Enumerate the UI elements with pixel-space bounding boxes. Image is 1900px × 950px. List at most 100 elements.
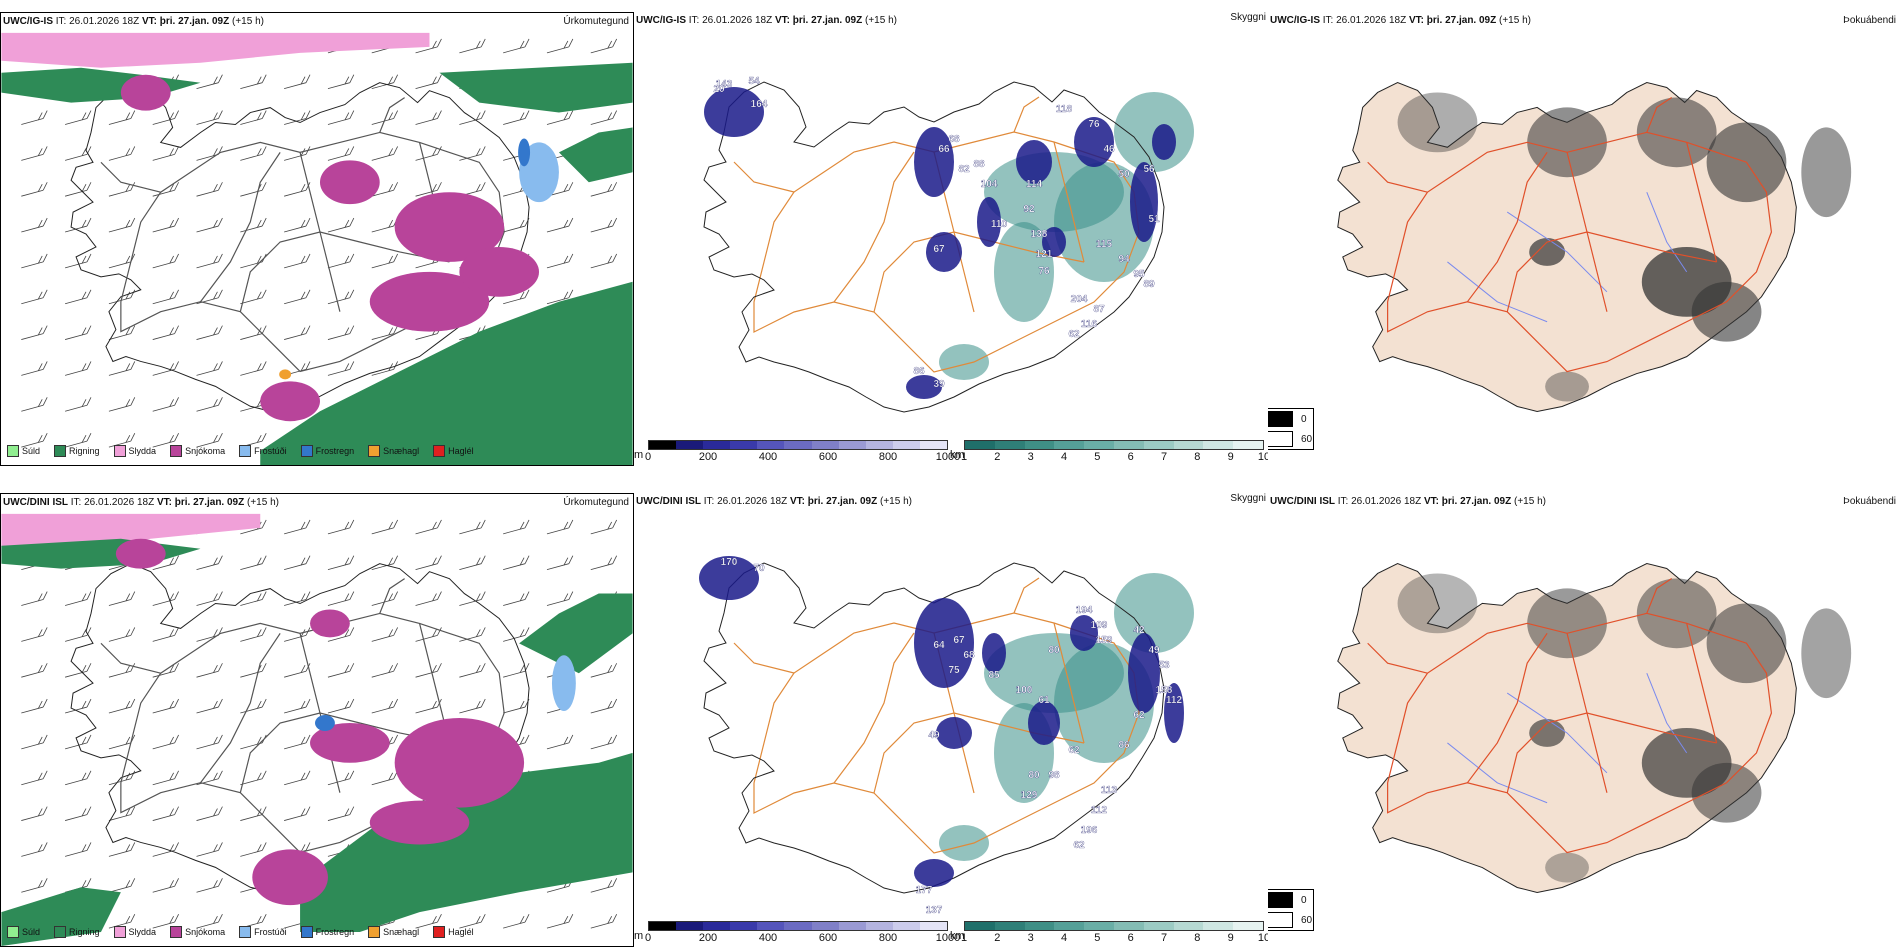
vt-value: þri. 27.jan. 09Z [1426,15,1497,26]
rain-area [439,62,633,113]
fog-indicator-map [1337,81,1852,412]
colorbar-step [784,441,812,449]
panel-title: UWC/DINI ISL IT: 26.01.2026 18Z VT: þri.… [1270,496,1546,507]
road-line [733,161,795,193]
fog-legend-swatch [1268,912,1293,928]
cloud-base-label: 159 [1096,635,1113,646]
wind-barb [196,734,223,750]
wind-barb [108,146,136,161]
road-line [733,642,795,674]
cloud-base-label: 50 [1118,169,1130,180]
vt-value: þri. 27.jan. 09Z [1441,496,1512,507]
panel-title: UWC/DINI ISL IT: 26.01.2026 18Z VT: þri.… [636,496,912,507]
wind-barb [21,397,48,412]
wind-barb [21,806,48,821]
colorbar-step [784,922,812,930]
legend-swatch [7,445,19,457]
colorbar-tick: 8 [1194,451,1201,463]
wind-barb [196,74,223,90]
cloud-base-label: 194 [1076,605,1093,616]
wind-barb [327,253,355,269]
legend-label: Haglél [448,446,474,456]
snow-area [459,246,540,297]
colorbar-tick: 2 [994,451,1001,463]
road-line [1013,577,1040,614]
road-line [1466,632,1548,784]
wind-barb [21,253,48,269]
snow-area [115,538,166,569]
cloud-base-colorbar: m 0 200 400 600 800 1000 [634,921,960,945]
fog-probability-area [1527,588,1607,659]
low-cloud-area [914,859,954,887]
wind-barb [371,519,398,535]
wind-barb [590,878,618,893]
wind-barb [546,217,574,233]
low-cloud-area [704,87,764,137]
wind-barb [327,325,355,340]
precip-legend: Súld Rigning Slydda Snjókoma Frostúði Frostre… [7,926,484,938]
cloud-base-label: 66 [938,144,950,155]
wind-barb [415,913,442,929]
colorbar-tick: 10 [1257,932,1268,944]
fog-legend-swatch [1268,892,1293,908]
wind-barb [284,770,311,786]
wind-barb [590,555,618,571]
vt-label: VT: [772,15,793,26]
wind-barb [152,770,179,786]
colorbar-tick: 600 [818,451,838,463]
wind-barb [240,253,267,269]
snow-area [120,74,171,111]
colorbar-step [1143,922,1174,930]
wind-barb [371,253,398,269]
colorbar-unit: m [634,930,644,942]
wind-barb [459,591,486,606]
cloud-base-label: 76 [1088,119,1100,130]
wind-barb [371,74,398,90]
wind-barb [108,110,136,125]
wind-barb [459,627,486,642]
wind-barb [327,217,355,233]
wind-barb [327,698,355,714]
wind-barb [459,110,486,125]
low-cloud-area [1128,633,1160,713]
colorbar-tick: 3 [1027,451,1034,463]
colorbar-tick: 7 [1160,451,1168,463]
wind-barb [108,842,136,857]
cloud-base-label: 112 [1166,695,1183,706]
wind-barb [284,253,311,269]
visibility-area [1114,92,1194,172]
legend-swatch [239,445,252,457]
snow-pellet-area [279,369,292,380]
fog-legend-item: 0 [1268,409,1313,429]
wind-barb [240,182,267,197]
road-line [1646,577,1673,614]
legend-label: Snjókoma [185,927,226,937]
legend-swatch [368,926,381,938]
legend-label: Frostúði [254,927,287,937]
road-line [833,632,915,784]
wind-barb [240,806,267,821]
model-name: UWC/DINI ISL [3,497,68,508]
wind-barb [108,591,136,606]
cloud-base-label: 82 [958,164,970,175]
model-name: UWC/IG-IS [3,16,53,27]
wind-barb [371,110,398,125]
wind-barb [415,627,442,642]
wind-barb [546,591,574,606]
cloud-base-label: 67 [933,244,945,255]
lead-time: (+15 h) [877,496,912,507]
wind-barb [415,38,442,54]
lead-time: (+15 h) [229,16,264,27]
cloud-base-label: 42 [1133,625,1145,636]
colorbar-tick: 9 [1227,451,1234,463]
colorbar-step [811,441,839,449]
it-value: 26.01.2026 18Z [1336,15,1407,26]
wind-barb [196,591,223,606]
wind-barb [152,627,179,642]
fog-probability-area [1397,573,1478,634]
vt-value: þri. 27.jan. 09Z [792,15,863,26]
wind-barb [415,519,442,535]
colorbar-tick: 400 [758,932,778,944]
vt-value: þri. 27.jan. 09Z [807,496,878,507]
legend-swatch [170,445,183,457]
